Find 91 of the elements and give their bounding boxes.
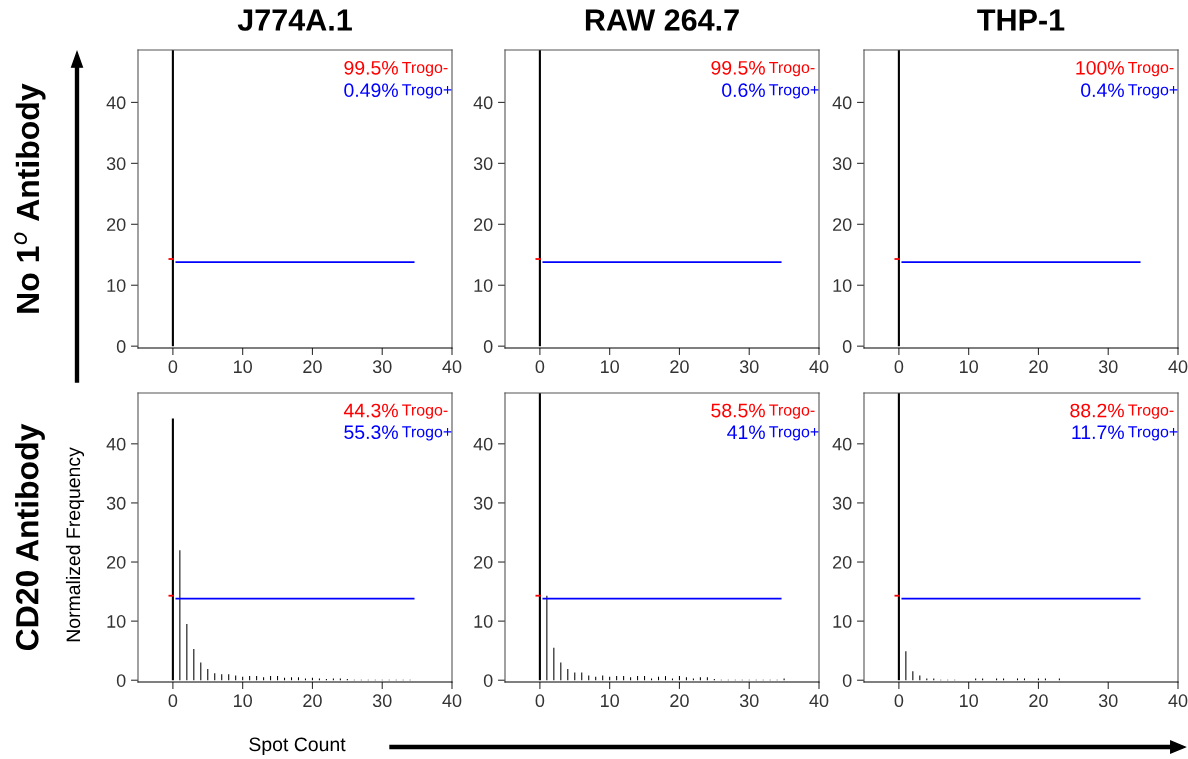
y-tick-label: 0	[483, 674, 493, 687]
x-tick-label: 40	[809, 360, 829, 374]
annotation: Trogo+	[402, 84, 452, 99]
y-tick-label: 30	[106, 157, 126, 171]
x-tick-label: 30	[372, 360, 392, 374]
chart-title: J774A.1	[237, 9, 352, 31]
annotation: Trogo+	[1128, 84, 1178, 99]
x-tick-label: 40	[442, 360, 462, 374]
x-tick-label: 20	[303, 360, 322, 374]
annotation: Trogo-	[402, 61, 448, 77]
annotation: Trogo-	[402, 404, 448, 419]
annotation: Trogo+	[769, 426, 819, 441]
annotation: Trogo-	[1128, 404, 1174, 419]
annotation: 11.7%	[1072, 425, 1124, 439]
annotation: 0.4%	[1081, 83, 1124, 98]
x-tick-label: 20	[1029, 694, 1048, 708]
x-tick-label: 30	[739, 694, 759, 708]
y-tick-label: 20	[833, 218, 852, 232]
annotation: 0.6%	[722, 83, 765, 98]
annotation: Trogo+	[402, 426, 452, 441]
annotation: 41%	[727, 425, 765, 439]
text: No 1$^{o}$ Antibody	[14, 83, 46, 313]
y-tick-label: 30	[473, 157, 493, 171]
chart-title: THP-1	[977, 9, 1065, 31]
x-tick-label: 40	[1168, 360, 1188, 374]
x-tick-label: 30	[372, 694, 392, 708]
annotation: 58.5%	[711, 403, 765, 418]
y-tick-label: 30	[106, 496, 126, 510]
x-tick-label: 10	[601, 694, 619, 708]
y-tick-label: 40	[832, 96, 852, 110]
y-tick-label: 10	[474, 279, 493, 292]
y-tick-label: 10	[107, 615, 126, 628]
y-tick-label: 40	[832, 437, 852, 451]
x-tick-label: 10	[601, 360, 619, 374]
y-tick-label: 20	[833, 555, 852, 569]
y-tick-label: 30	[832, 157, 852, 171]
y-tick-label: 20	[107, 555, 126, 569]
x-tick-label: 0	[894, 694, 904, 708]
x-tick-label: 20	[303, 694, 322, 708]
y-tick-label: 10	[833, 615, 852, 628]
x-tick-label: 40	[1168, 694, 1188, 708]
y-tick-label: 40	[106, 437, 126, 451]
annotation: 0.49%	[344, 83, 398, 98]
x-tick-label: 0	[894, 360, 904, 374]
annotation: Trogo-	[769, 61, 815, 77]
x-axis-title: Spot Count	[249, 737, 346, 756]
y-tick-label: 0	[116, 340, 126, 353]
y-tick-label: 0	[483, 340, 493, 353]
y-tick-label: 20	[474, 555, 493, 569]
y-tick-label: 0	[116, 674, 126, 687]
annotation: 99.5%	[344, 60, 398, 75]
x-tick-label: 20	[1029, 360, 1048, 374]
x-tick-label: 0	[168, 694, 178, 708]
y-tick-label: 10	[107, 279, 126, 292]
x-tick-label: 30	[739, 360, 759, 374]
x-tick-label: 20	[670, 694, 689, 708]
y-tick-label: 30	[832, 496, 852, 510]
annotation: Trogo-	[769, 404, 815, 419]
y-tick-label: 10	[833, 279, 852, 292]
y-tick-label: 40	[106, 96, 126, 110]
x-tick-label: 0	[535, 360, 545, 374]
x-tick-label: 0	[535, 694, 545, 708]
x-tick-label: 10	[234, 694, 252, 708]
annotation: 99.5%	[711, 60, 765, 75]
annotation: Trogo-	[1128, 61, 1174, 77]
annotation: 55.3%	[344, 425, 398, 440]
x-tick-label: 20	[670, 360, 689, 374]
y-axis-title: Normalized Frequency	[65, 447, 85, 642]
y-tick-label: 20	[474, 218, 493, 232]
y-tick-label: 0	[842, 674, 852, 687]
y-tick-label: 30	[473, 496, 493, 510]
x-tick-label: 30	[1098, 360, 1118, 374]
annotation: Trogo+	[769, 84, 819, 99]
y-tick-label: 20	[107, 218, 126, 232]
y-tick-label: 40	[473, 96, 493, 110]
x-tick-label: 40	[809, 694, 829, 708]
y-tick-label: 10	[474, 615, 493, 628]
annotation: 100%	[1076, 60, 1124, 75]
x-tick-label: 10	[960, 360, 978, 374]
y-tick-label: 40	[473, 437, 493, 451]
chart-title: RAW 264.7	[585, 9, 739, 31]
x-tick-label: 30	[1098, 694, 1118, 708]
annotation: Trogo+	[1128, 426, 1178, 441]
annotation: 88.2%	[1070, 403, 1124, 418]
x-tick-label: 40	[442, 694, 462, 708]
annotation: 44.3%	[343, 403, 398, 418]
y-tick-label: 0	[842, 340, 852, 353]
x-tick-label: 0	[168, 360, 178, 374]
x-tick-label: 10	[960, 694, 978, 708]
text: CD20 Antibody	[15, 423, 45, 651]
x-tick-label: 10	[234, 360, 252, 374]
